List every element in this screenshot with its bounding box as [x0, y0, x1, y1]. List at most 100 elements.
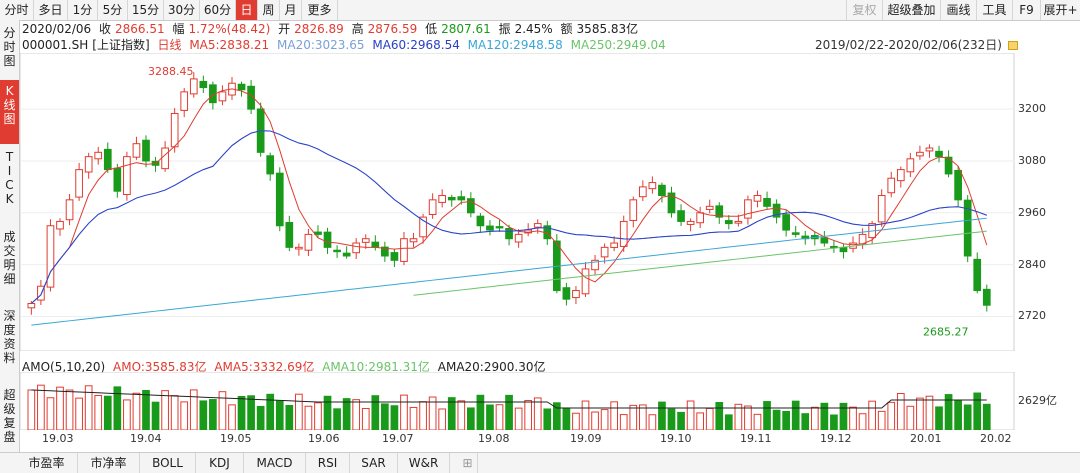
- price-tick-4: 2720: [1018, 309, 1046, 323]
- period-tab-0[interactable]: 分时: [0, 0, 34, 20]
- volume-bar: [94, 394, 103, 430]
- price-tick-1: 3080: [1018, 153, 1046, 167]
- indicator-tab-1[interactable]: 市净率: [78, 453, 140, 473]
- volume-bar: [562, 407, 571, 430]
- indicator-tab-2[interactable]: BOLL: [140, 453, 196, 473]
- candle: [218, 91, 227, 102]
- indicator-tab-0[interactable]: 市盈率: [16, 453, 78, 473]
- kline-chart[interactable]: 3288.45 2685.27: [20, 53, 1015, 351]
- candle: [495, 226, 504, 229]
- volume-bar: [371, 395, 380, 430]
- toolbar-button-1[interactable]: 超级叠加: [882, 0, 940, 20]
- date-range-text: 2019/02/22-2020/02/06(232日): [815, 38, 1002, 52]
- period-tab-1[interactable]: 多日: [34, 0, 68, 20]
- high-label: 高: [351, 22, 364, 36]
- toolbar-button-0[interactable]: 复权: [846, 0, 882, 20]
- candle: [37, 285, 45, 301]
- volume-bar: [600, 409, 609, 430]
- candle: [65, 199, 74, 221]
- volume-bar: [791, 400, 800, 430]
- ma5-label: MA5:2838.21: [189, 38, 270, 52]
- candle: [744, 199, 752, 219]
- date-tick-6: 19.09: [570, 432, 602, 445]
- indicator-tab-4[interactable]: MACD: [244, 453, 306, 473]
- candle: [266, 155, 275, 175]
- period-tab-5[interactable]: 30分: [164, 0, 200, 20]
- date-tick-4: 19.07: [382, 432, 414, 445]
- period-tab-7[interactable]: 日: [236, 0, 258, 20]
- side-tab-1[interactable]: K 线 图: [0, 80, 19, 144]
- amount-value: 3585.83亿: [576, 22, 639, 36]
- volume-bar: [533, 397, 542, 430]
- volume-bar: [810, 406, 819, 430]
- side-tab-0[interactable]: 分 时 图: [3, 26, 16, 68]
- volume-bar: [113, 386, 122, 430]
- candle: [247, 85, 255, 110]
- candle: [906, 158, 915, 173]
- date-range: 2019/02/22-2020/02/06(232日): [815, 37, 1018, 53]
- candle: [648, 182, 657, 190]
- volume-bar: [514, 407, 523, 430]
- side-tab-4[interactable]: 深 度 资 料: [3, 309, 16, 365]
- candle: [123, 156, 131, 196]
- volume-bar: [56, 386, 64, 430]
- indicator-tab-3[interactable]: KDJ: [196, 453, 244, 473]
- candle: [467, 198, 475, 214]
- amo-value: AMO:3585.83亿: [113, 360, 207, 374]
- volume-bar: [390, 405, 399, 430]
- volume-bar: [46, 397, 55, 430]
- toolbar-button-4[interactable]: F9: [1012, 0, 1040, 20]
- volume-bar: [906, 405, 915, 430]
- indicator-tab-7[interactable]: W&R: [398, 453, 450, 473]
- period-tab-9[interactable]: 月: [280, 0, 302, 20]
- candle: [180, 91, 189, 111]
- ma-line-ma120: [31, 217, 987, 326]
- indicator-tab-5[interactable]: RSI: [306, 453, 350, 473]
- high-annotation: 3288.45: [148, 65, 194, 78]
- toolbar-button-5[interactable]: 展开+: [1040, 0, 1080, 20]
- period-tab-3[interactable]: 5分: [98, 0, 128, 20]
- toolbar-button-3[interactable]: 工具: [976, 0, 1012, 20]
- volume-bar: [428, 396, 437, 430]
- side-tab-5[interactable]: 超 级 复 盘: [3, 388, 16, 444]
- candle: [438, 195, 447, 203]
- open-label: 开: [278, 22, 291, 36]
- volume-bar: [782, 410, 790, 430]
- period-tab-10[interactable]: 更多: [302, 0, 338, 20]
- volume-bar: [218, 391, 227, 430]
- lock-icon[interactable]: [1007, 41, 1018, 50]
- volume-bar: [75, 397, 83, 430]
- candle: [161, 147, 169, 170]
- side-tab-3[interactable]: 成 交 明 细: [3, 230, 16, 286]
- volume-bar: [209, 399, 217, 430]
- date-tick-8: 19.11: [740, 432, 772, 445]
- indicator-tab-6[interactable]: SAR: [350, 453, 398, 473]
- quote-date: 2020/02/06: [22, 22, 92, 36]
- candle: [772, 203, 781, 218]
- period-tab-8[interactable]: 周: [258, 0, 280, 20]
- volume-bar: [275, 400, 284, 430]
- ma20-label: MA20:3023.65: [277, 38, 365, 52]
- period-tab-2[interactable]: 1分: [68, 0, 98, 20]
- candle: [94, 151, 103, 160]
- candle: [199, 80, 208, 89]
- close-value: 2866.51: [115, 22, 165, 36]
- add-indicator-icon[interactable]: ⊞: [458, 453, 478, 473]
- candle: [562, 287, 571, 300]
- period-tab-4[interactable]: 15分: [128, 0, 164, 20]
- volume-chart[interactable]: [20, 372, 1015, 430]
- toolbar-button-2[interactable]: 画线: [940, 0, 976, 20]
- period-tab-6[interactable]: 60分: [200, 0, 236, 20]
- candle: [189, 78, 198, 95]
- volume-bar: [839, 402, 848, 430]
- side-tab-2[interactable]: T I C K: [5, 150, 14, 206]
- volume-bar: [342, 398, 351, 430]
- volume-bar: [982, 403, 991, 430]
- volume-bar: [658, 401, 666, 430]
- candle: [686, 220, 695, 225]
- candle: [132, 143, 141, 158]
- candle: [237, 83, 246, 91]
- volume-bar: [65, 389, 74, 430]
- candle: [275, 172, 284, 227]
- candle: [514, 233, 523, 243]
